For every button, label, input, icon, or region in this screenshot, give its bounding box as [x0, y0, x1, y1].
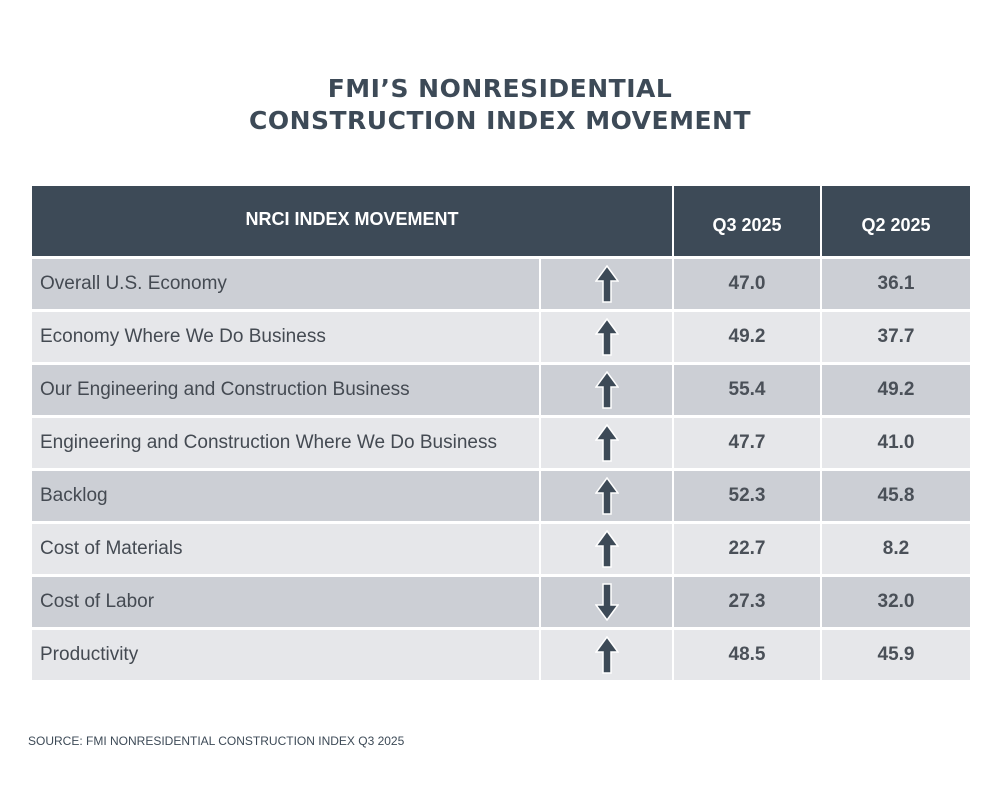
chart-title-line-2: CONSTRUCTION INDEX MOVEMENT: [248, 106, 752, 135]
arrow-up-icon: [594, 265, 619, 303]
row-q2-value: 32.0: [822, 577, 970, 627]
row-label: Our Engineering and Construction Busines…: [32, 365, 539, 415]
row-label: Backlog: [32, 471, 539, 521]
row-q2-value: 37.7: [822, 312, 970, 362]
header-q3-2025: Q3 2025: [674, 186, 820, 256]
arrow-up-icon: [594, 530, 619, 568]
arrow-up-icon: [594, 477, 619, 515]
arrow-up-icon: [594, 424, 619, 462]
row-direction: [541, 630, 672, 680]
row-q2-value: 8.2: [822, 524, 970, 574]
chart-title: FMI’S NONRESIDENTIAL CONSTRUCTION INDEX …: [0, 73, 1000, 137]
row-q2-value: 41.0: [822, 418, 970, 468]
row-label: Cost of Materials: [32, 524, 539, 574]
row-q2-value: 45.9: [822, 630, 970, 680]
row-q2-value: 36.1: [822, 259, 970, 309]
row-label: Engineering and Construction Where We Do…: [32, 418, 539, 468]
arrow-up-icon: [594, 636, 619, 674]
row-direction: [541, 365, 672, 415]
row-q3-value: 27.3: [674, 577, 820, 627]
row-direction: [541, 418, 672, 468]
row-direction: [541, 259, 672, 309]
row-label: Productivity: [32, 630, 539, 680]
row-direction: [541, 577, 672, 627]
source-note: SOURCE: FMI NONRESIDENTIAL CONSTRUCTION …: [28, 734, 405, 748]
row-q3-value: 47.7: [674, 418, 820, 468]
row-direction: [541, 524, 672, 574]
index-movement-table: NRCI INDEX MOVEMENT Q3 2025 Q2 2025 Over…: [32, 186, 970, 680]
row-q2-value: 49.2: [822, 365, 970, 415]
row-q2-value: 45.8: [822, 471, 970, 521]
row-q3-value: 48.5: [674, 630, 820, 680]
row-q3-value: 55.4: [674, 365, 820, 415]
row-q3-value: 52.3: [674, 471, 820, 521]
row-label: Overall U.S. Economy: [32, 259, 539, 309]
chart-title-line-1: FMI’S NONRESIDENTIAL: [327, 74, 673, 103]
row-direction: [541, 471, 672, 521]
arrow-up-icon: [594, 371, 619, 409]
arrow-down-icon: [594, 583, 619, 621]
header-q2-2025: Q2 2025: [822, 186, 970, 256]
arrow-up-icon: [594, 318, 619, 356]
row-q3-value: 47.0: [674, 259, 820, 309]
row-direction: [541, 312, 672, 362]
row-label: Economy Where We Do Business: [32, 312, 539, 362]
header-nrci-index-movement: NRCI INDEX MOVEMENT: [32, 186, 672, 256]
row-q3-value: 49.2: [674, 312, 820, 362]
row-label: Cost of Labor: [32, 577, 539, 627]
row-q3-value: 22.7: [674, 524, 820, 574]
